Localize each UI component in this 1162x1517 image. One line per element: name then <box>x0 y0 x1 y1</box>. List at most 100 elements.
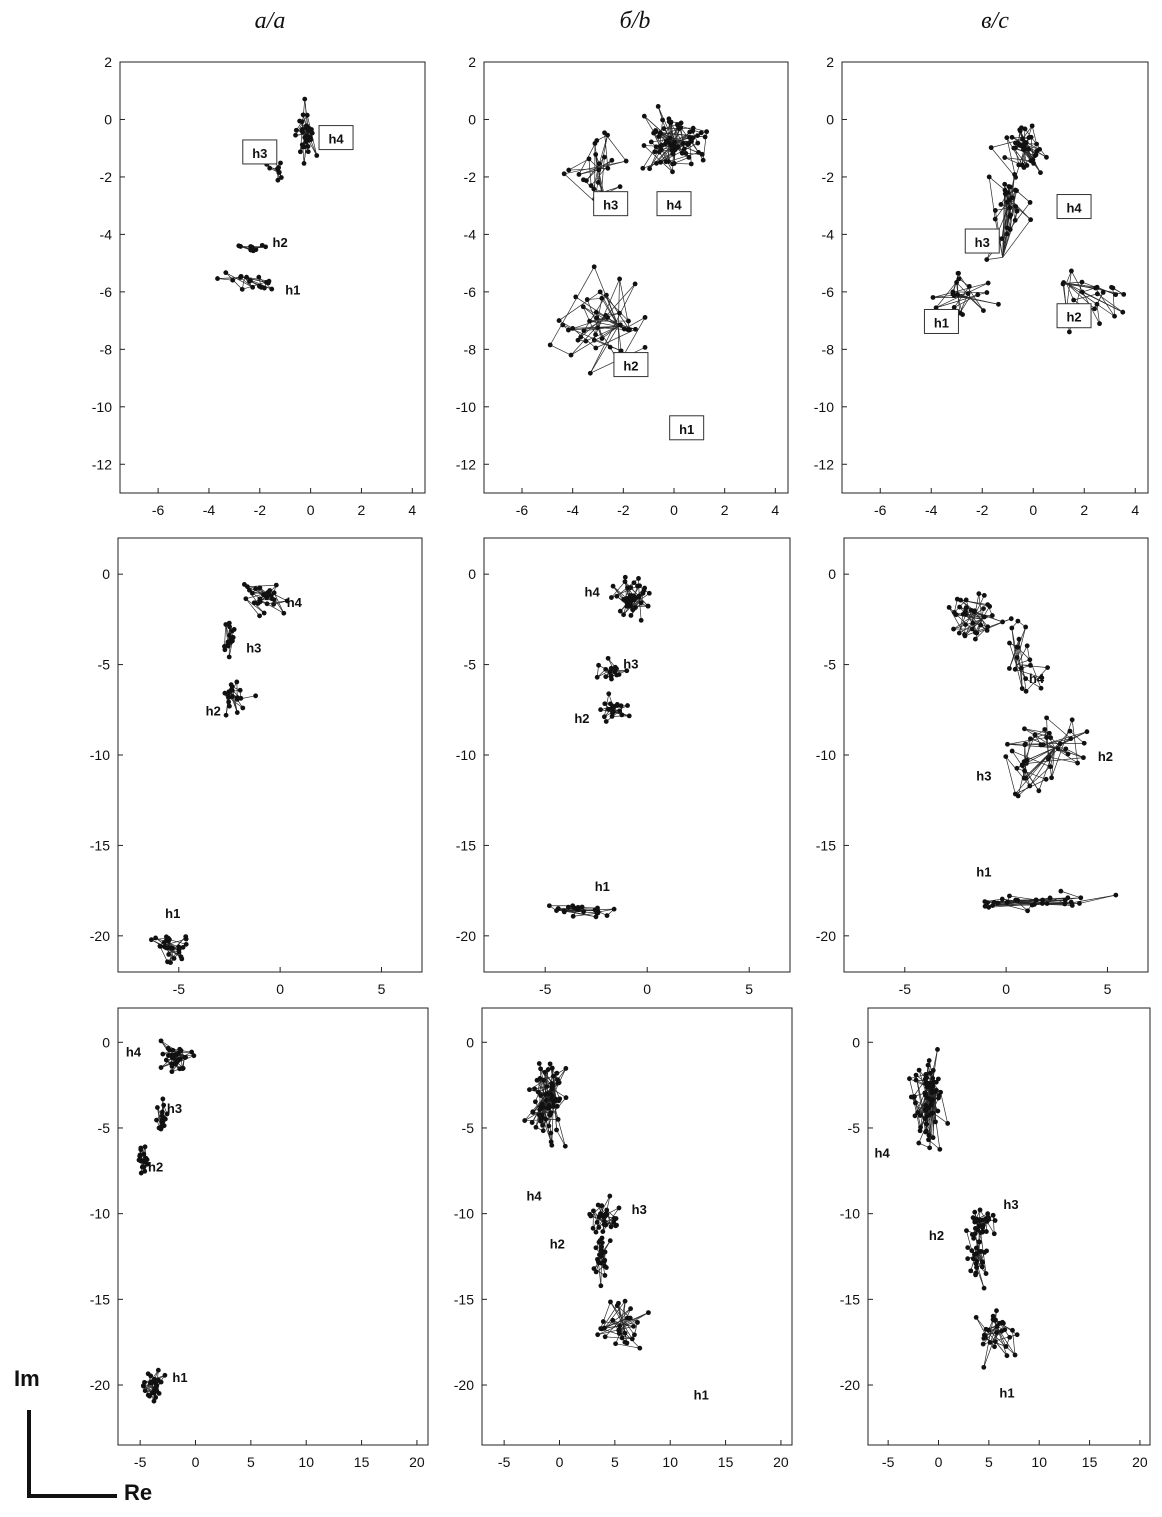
cluster-label-h1: h1 <box>285 282 300 297</box>
data-point <box>547 1112 553 1118</box>
data-point <box>554 1127 559 1133</box>
chain-edge <box>653 132 661 147</box>
chain-edge <box>594 339 622 352</box>
chain-edge <box>1016 190 1031 203</box>
data-point <box>918 1124 924 1130</box>
data-point <box>970 620 976 626</box>
data-point <box>540 1122 545 1128</box>
data-point <box>530 1109 536 1115</box>
plot-c1: -6 -4 -2 0 2 4 2 0 -2 -4 -6 -8 -10 -12 h4 h3 h1 h2 <box>814 54 1149 518</box>
data-point <box>1015 645 1021 650</box>
y-tick-label: -12 <box>456 456 476 472</box>
data-point <box>982 1249 987 1255</box>
data-point <box>999 1328 1005 1334</box>
hub-edge <box>989 1326 998 1343</box>
data-point <box>653 129 659 135</box>
data-point <box>237 687 243 693</box>
chain-edge <box>1046 717 1072 739</box>
data-point <box>641 113 647 119</box>
chain-edge <box>623 582 635 600</box>
cluster-label-h3: h3 <box>167 1101 182 1116</box>
data-point <box>136 1157 142 1163</box>
data-point <box>629 1336 635 1342</box>
chain-edge <box>583 306 597 319</box>
hub-edge <box>1026 747 1055 761</box>
column-header-c: в/c <box>981 8 1009 34</box>
data-point <box>556 318 562 323</box>
chain-edge <box>1009 895 1037 901</box>
data-point <box>1047 895 1053 901</box>
data-point <box>609 706 614 711</box>
data-point <box>183 941 189 947</box>
data-point <box>962 609 968 615</box>
cluster-label-h3: h3 <box>603 198 618 213</box>
data-point <box>555 1116 561 1122</box>
data-point <box>546 1123 552 1129</box>
plot-area <box>148 582 290 965</box>
data-point <box>622 579 628 585</box>
data-point <box>605 655 611 661</box>
data-point <box>646 590 652 596</box>
data-point <box>284 598 290 604</box>
data-point <box>985 1215 991 1220</box>
data-point <box>1032 153 1038 159</box>
data-point <box>972 608 978 614</box>
data-point <box>239 286 245 292</box>
data-point <box>981 593 987 598</box>
cluster-label-h1: h1 <box>934 315 949 330</box>
cluster-label-h1: h1 <box>595 879 610 894</box>
chain-edge <box>638 596 642 621</box>
data-point <box>663 138 669 144</box>
y-tick-label: -5 <box>848 1120 861 1136</box>
data-point <box>304 139 309 145</box>
data-point <box>300 129 305 135</box>
chain-edge <box>564 160 627 175</box>
data-point <box>226 699 232 705</box>
data-point <box>978 1230 984 1235</box>
data-point <box>247 587 252 593</box>
data-point <box>1075 760 1081 766</box>
data-point <box>636 593 642 599</box>
chain-edge <box>932 293 969 298</box>
data-point <box>994 1330 999 1336</box>
data-point <box>1121 292 1127 297</box>
data-point <box>976 1223 982 1228</box>
data-point <box>622 1298 628 1304</box>
data-point <box>1069 903 1075 908</box>
chain-edge <box>1060 890 1081 899</box>
chain-edge <box>570 283 636 356</box>
data-point <box>977 1249 982 1254</box>
cluster-h1 <box>973 1308 1020 1370</box>
data-point <box>969 626 975 632</box>
chain-edge <box>668 152 699 162</box>
y-tick-label: -2 <box>464 169 477 185</box>
data-point <box>1062 901 1068 907</box>
x-tick-label: 15 <box>354 1454 370 1470</box>
data-point <box>163 934 169 940</box>
x-tick-label: -5 <box>134 1454 147 1470</box>
data-point <box>234 679 240 685</box>
chain-edge <box>1006 137 1016 178</box>
x-tick-label: -6 <box>152 502 165 518</box>
data-point <box>963 622 968 627</box>
data-point <box>955 292 960 298</box>
data-point <box>700 157 706 163</box>
hub-edge <box>1024 728 1055 749</box>
data-point <box>544 1084 550 1089</box>
data-point <box>1024 643 1030 649</box>
data-point <box>951 626 956 632</box>
chain-edge <box>1025 667 1048 692</box>
data-point <box>602 1219 607 1224</box>
data-point <box>597 289 603 295</box>
data-point <box>677 125 683 131</box>
data-point <box>1045 665 1050 670</box>
data-point <box>923 1129 928 1135</box>
data-point <box>155 1367 161 1373</box>
data-point <box>597 1252 602 1258</box>
data-point <box>1023 676 1029 682</box>
label-box <box>964 228 1000 254</box>
plot-frame <box>483 61 789 494</box>
data-point <box>297 118 303 124</box>
data-point <box>971 1235 977 1241</box>
cluster-h3 <box>1003 747 1056 799</box>
